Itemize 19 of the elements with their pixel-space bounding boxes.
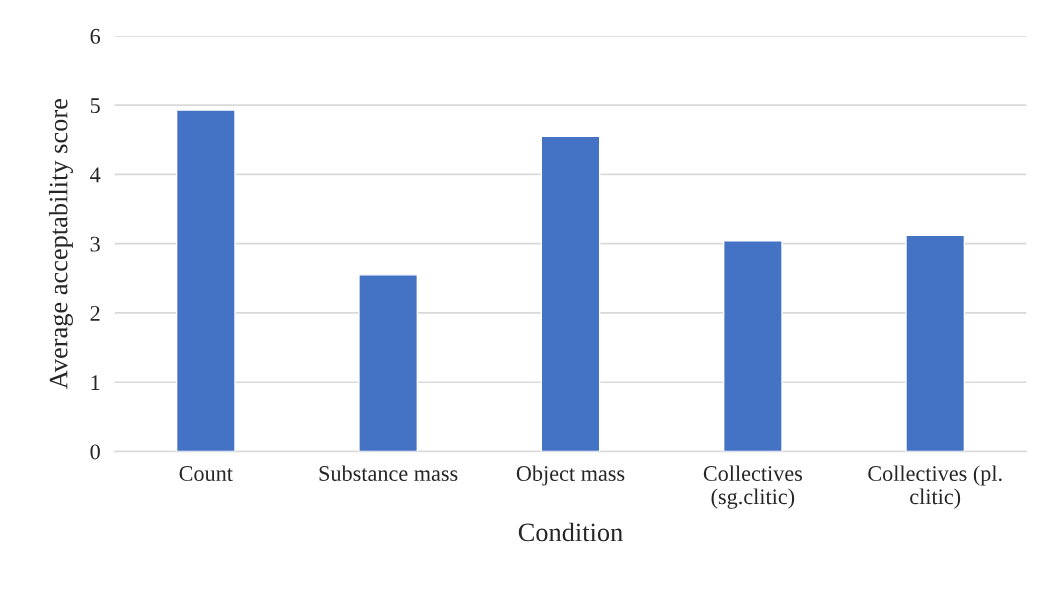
y-tick-label: 3 xyxy=(90,236,100,252)
y-tick-label: 1 xyxy=(91,375,100,390)
x-axis-title: Condition xyxy=(518,522,623,542)
bar xyxy=(722,240,783,452)
y-tick-label: 0 xyxy=(90,444,100,460)
bar xyxy=(905,234,966,452)
y-tick-label: 4 xyxy=(90,167,101,183)
y-tick-label: 6 xyxy=(90,28,101,44)
x-tick-label: Count xyxy=(179,466,233,482)
y-tick-label: 2 xyxy=(90,305,100,321)
bar xyxy=(540,135,601,452)
y-axis-title: Average acceptability score xyxy=(48,99,73,389)
bar xyxy=(358,274,419,452)
x-tick-label: Substance mass xyxy=(319,465,458,482)
x-tick-label: Collectives (pl. clitic) xyxy=(868,465,1002,509)
x-tick-label: Object mass xyxy=(516,465,625,486)
y-tick-label: 5 xyxy=(90,98,100,114)
bar xyxy=(175,109,236,452)
x-tick-label: Collectives (sg.clitic) xyxy=(703,465,803,509)
